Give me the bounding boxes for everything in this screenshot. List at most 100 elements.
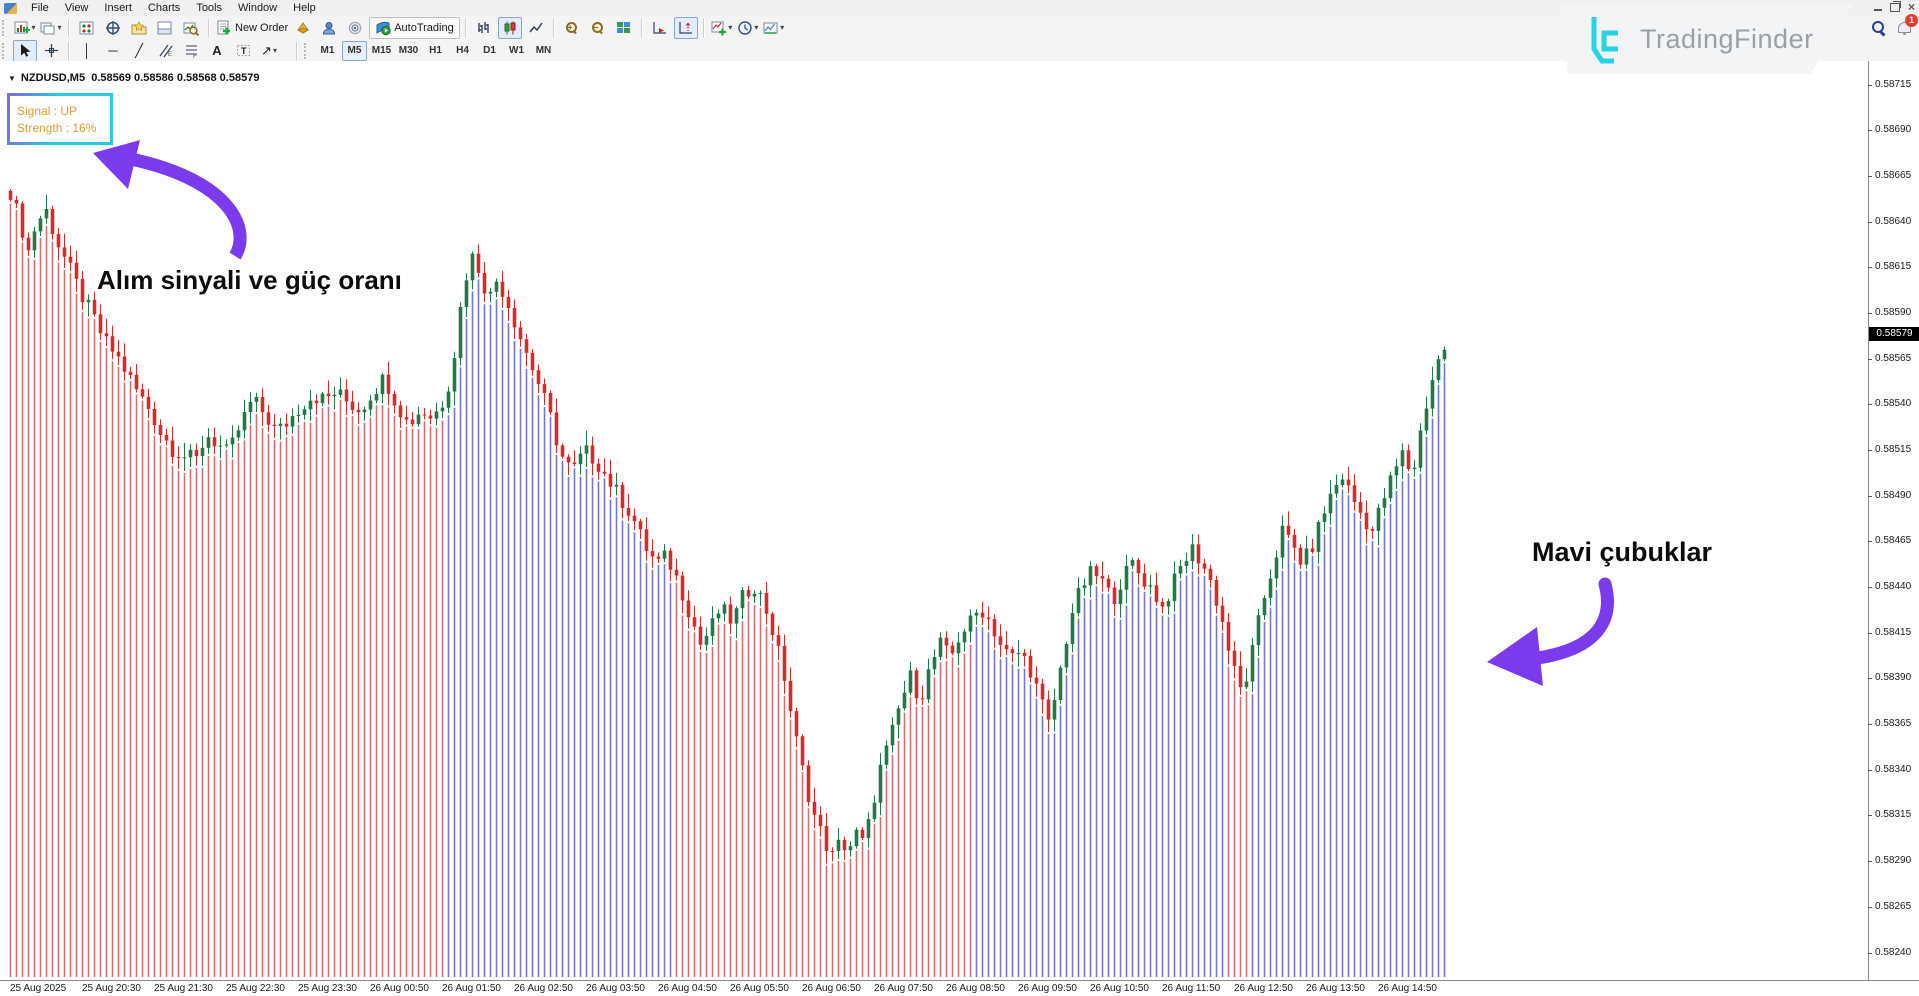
chart-shift-button[interactable] xyxy=(673,16,698,39)
search-icon[interactable] xyxy=(1871,20,1887,36)
terminal-button[interactable] xyxy=(153,17,177,39)
candle-body xyxy=(140,389,145,397)
market-watch-button[interactable] xyxy=(75,17,99,39)
metaeditor-button[interactable] xyxy=(291,17,315,39)
zoom-in-button[interactable]: + xyxy=(560,17,584,39)
toolbar-grip[interactable] xyxy=(2,42,9,59)
timeframe-m5[interactable]: M5 xyxy=(342,40,367,61)
candle-body xyxy=(950,645,955,654)
menu-help[interactable]: Help xyxy=(293,2,316,14)
timeframe-h4[interactable]: H4 xyxy=(456,45,469,56)
profiles-button[interactable]: ▾ xyxy=(39,17,63,39)
autotrading-button[interactable]: AutoTrading xyxy=(369,16,460,39)
auto-scroll-button[interactable] xyxy=(648,17,672,39)
timeframe-m1[interactable]: M1 xyxy=(320,45,335,56)
candle-body xyxy=(50,209,55,235)
new-order-button[interactable]: New Order xyxy=(215,17,289,39)
candle-body xyxy=(446,391,451,408)
candle-body xyxy=(290,416,295,427)
fibonacci-button[interactable]: F xyxy=(179,40,203,62)
symbol-dropdown-icon[interactable]: ▼ xyxy=(8,74,16,83)
timeframe-d1[interactable]: D1 xyxy=(483,45,496,56)
new-chart-button[interactable]: ▾ xyxy=(13,17,37,39)
crosshair-button[interactable] xyxy=(39,40,63,62)
candle-body xyxy=(902,692,907,709)
time-tick-label: 26 Aug 13:50 xyxy=(1306,983,1365,994)
templates-button[interactable]: ▾ xyxy=(762,17,786,39)
vertical-line-button[interactable]: │ xyxy=(75,40,99,62)
candle-body xyxy=(872,802,877,820)
cursor-button[interactable] xyxy=(13,39,37,62)
candle-body xyxy=(1244,681,1249,688)
candle-body xyxy=(698,626,703,645)
time-axis[interactable]: 25 Aug 2025 25 Aug 20:30 25 Aug 21:30 25 Au… xyxy=(0,980,1919,996)
restore-button[interactable] xyxy=(1889,0,1901,12)
toolbar-grip[interactable] xyxy=(304,42,311,59)
tradingfinder-brand-text: TradingFinder xyxy=(1640,23,1814,54)
bar-chart-icon xyxy=(478,21,489,33)
notification-bell-icon[interactable]: 1 xyxy=(1897,14,1918,35)
arrows-button[interactable]: ↗ ▾ xyxy=(257,40,281,62)
channel-button[interactable]: E xyxy=(153,40,177,62)
candle-body xyxy=(992,619,997,637)
horizontal-line-button[interactable]: ─ xyxy=(101,40,125,62)
candle-body xyxy=(704,635,709,645)
time-tick-label: 26 Aug 08:50 xyxy=(946,983,1005,994)
candle-body xyxy=(512,307,517,328)
periods-button[interactable]: ▾ xyxy=(736,17,760,39)
timeframe-mn[interactable]: MN xyxy=(535,45,552,56)
menu-tools[interactable]: Tools xyxy=(196,2,222,14)
time-tick-label: 25 Aug 2025 xyxy=(10,983,67,994)
menu-view[interactable]: View xyxy=(64,2,89,14)
text-button[interactable]: A xyxy=(205,40,229,62)
candle-body xyxy=(572,462,577,465)
tile-windows-button[interactable] xyxy=(612,17,636,39)
menu-insert[interactable]: Insert xyxy=(104,2,132,14)
navigator-button[interactable] xyxy=(127,17,151,39)
menu-charts[interactable]: Charts xyxy=(147,2,181,14)
menu-window[interactable]: Window xyxy=(238,2,278,14)
indicators-button[interactable]: ▾ xyxy=(710,17,734,39)
candle-body xyxy=(1202,563,1207,569)
candle-body xyxy=(1076,588,1081,614)
candle-body xyxy=(890,724,895,746)
candle-body xyxy=(1256,615,1261,646)
chart-area[interactable]: ▼ NZDUSD,M5 0.58569 0.58586 0.58568 0.585… xyxy=(0,61,1868,980)
candle-body xyxy=(656,556,661,559)
candle-body xyxy=(788,680,793,712)
candle-body xyxy=(398,405,403,418)
profiles-icon xyxy=(40,22,55,34)
text-icon: A xyxy=(212,43,222,58)
candle-body xyxy=(926,669,931,700)
toolbar-grip[interactable] xyxy=(2,19,9,36)
chart-candles-button[interactable] xyxy=(497,16,522,39)
minimize-button[interactable] xyxy=(1873,9,1882,11)
strategy-tester-button[interactable] xyxy=(179,17,203,39)
menu-file[interactable]: File xyxy=(31,2,49,14)
chart-bars-button[interactable] xyxy=(472,17,496,39)
price-tick-label: 0.58465 xyxy=(1867,535,1912,546)
trendline-button[interactable]: ╱ xyxy=(127,40,151,62)
zoom-out-button[interactable]: − xyxy=(586,17,610,39)
data-window-button[interactable] xyxy=(101,17,125,39)
candle-body xyxy=(8,190,13,200)
text-label-button[interactable]: T xyxy=(231,40,255,62)
trendline-icon: ╱ xyxy=(135,43,143,58)
chart-line-button[interactable] xyxy=(524,17,548,39)
candle-body xyxy=(500,281,505,297)
close-button[interactable]: × xyxy=(1907,0,1915,14)
alerts-button[interactable] xyxy=(343,17,367,39)
candle-body xyxy=(104,333,109,337)
candle-body xyxy=(1022,652,1027,656)
timeframe-m15[interactable]: M15 xyxy=(371,45,392,56)
candle-body xyxy=(128,371,133,375)
candle-body xyxy=(626,508,631,516)
price-axis[interactable]: 0.58579 0.58715 0.58690 0.58665 0.58640 0.58… xyxy=(1867,61,1919,980)
candle-body xyxy=(1376,507,1381,531)
time-tick-label: 25 Aug 20:30 xyxy=(82,983,141,994)
timeframe-w1[interactable]: W1 xyxy=(509,45,524,56)
timeframe-h1[interactable]: H1 xyxy=(429,45,442,56)
candle-body xyxy=(1112,587,1117,605)
timeframe-m30[interactable]: M30 xyxy=(398,45,419,56)
experts-button[interactable] xyxy=(317,17,341,39)
